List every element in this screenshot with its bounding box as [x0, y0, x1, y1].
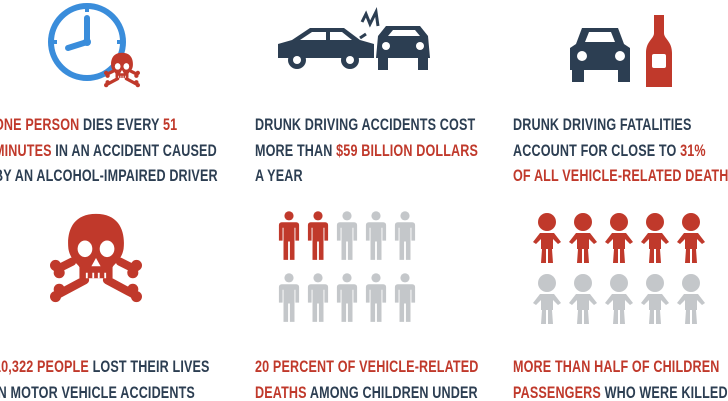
text-segment: IN MOTOR VEHICLE ACCIDENTS — [0, 382, 195, 401]
text-line: MORE THAN $59 BILLION DOLLARS — [255, 141, 478, 161]
child-icon — [533, 213, 561, 263]
text-segment: MORE THAN HALF OF CHILDREN — [513, 357, 720, 376]
text-segment: PASSENGERS — [513, 382, 601, 401]
adult-icon — [308, 211, 328, 260]
text-segment: 31% — [680, 140, 706, 160]
adult-icon — [279, 273, 299, 322]
text-line: MORE THAN HALF OF CHILDREN — [513, 357, 720, 377]
text-line: ONE PERSON DIES EVERY 51 — [0, 115, 177, 135]
text-segment: 51 — [162, 115, 178, 134]
adult-icon — [337, 273, 357, 322]
text-segment: MORE THAN — [255, 140, 337, 160]
text-segment: BY AN ALCOHOL-IMPAIRED DRIVER — [0, 166, 218, 185]
adult-icons — [279, 211, 415, 322]
child-icon — [641, 274, 669, 324]
adult-icon — [337, 211, 357, 260]
adult-icon — [366, 273, 386, 322]
text-line: PASSENGERS WHO WERE KILLED — [513, 383, 728, 401]
text-segment: DIES EVERY — [79, 115, 163, 134]
child-icon — [605, 213, 633, 263]
text-segment: $59 BILLION DOLLARS — [336, 140, 479, 160]
adult-icon — [395, 211, 415, 260]
text-segment: MINUTES — [0, 140, 52, 160]
text-segment: LOST THEIR LIVES — [88, 357, 210, 376]
child-icon — [569, 274, 597, 324]
text-segment: 10,322 PEOPLE — [0, 357, 89, 376]
text-segment: OF ALL VEHICLE-RELATED DEATHS — [513, 166, 728, 185]
text-line: 10,322 PEOPLE LOST THEIR LIVES — [0, 357, 210, 377]
skull-icon — [50, 214, 142, 302]
text-segment: DRUNK DRIVING FATALITIES — [513, 115, 692, 134]
text-line: DEATHS AMONG CHILDREN UNDER — [255, 383, 478, 401]
car-bottle-icon — [570, 15, 672, 87]
clock-icon — [48, 3, 140, 87]
adult-icon — [279, 211, 299, 260]
text-line: A YEAR — [255, 166, 303, 186]
text-segment: WHO WERE KILLED — [600, 382, 728, 401]
adult-icon — [308, 273, 328, 322]
adult-icon — [395, 273, 415, 322]
child-icon — [605, 274, 633, 324]
text-segment: ONE PERSON — [0, 115, 80, 134]
child-icon — [677, 274, 705, 324]
text-segment: AMONG CHILDREN UNDER — [306, 382, 478, 401]
child-icon — [677, 213, 705, 263]
text-line: DRUNK DRIVING ACCIDENTS COST — [255, 115, 475, 135]
text-line: ACCOUNT FOR CLOSE TO 31% — [513, 141, 706, 161]
text-segment: DRUNK DRIVING ACCIDENTS COST — [255, 115, 476, 134]
child-icon — [569, 213, 597, 263]
adult-icon — [366, 211, 386, 260]
text-segment: 20 PERCENT OF VEHICLE-RELATED — [255, 357, 479, 376]
text-segment: ACCOUNT FOR CLOSE TO — [513, 140, 681, 160]
crash-icon — [278, 7, 430, 70]
text-line: DRUNK DRIVING FATALITIES — [513, 115, 692, 135]
child-icon — [641, 213, 669, 263]
text-segment: IN AN ACCIDENT CAUSED — [51, 140, 217, 160]
text-segment: A YEAR — [255, 166, 303, 185]
child-icon — [533, 274, 561, 324]
text-line: 20 PERCENT OF VEHICLE-RELATED — [255, 357, 479, 377]
text-segment: DEATHS — [255, 382, 307, 401]
text-line: MINUTES IN AN ACCIDENT CAUSED — [0, 141, 217, 161]
child-icons — [533, 213, 705, 324]
text-line: IN MOTOR VEHICLE ACCIDENTS — [0, 383, 195, 401]
text-line: BY AN ALCOHOL-IMPAIRED DRIVER — [0, 166, 218, 186]
text-line: OF ALL VEHICLE-RELATED DEATHS — [513, 166, 728, 186]
